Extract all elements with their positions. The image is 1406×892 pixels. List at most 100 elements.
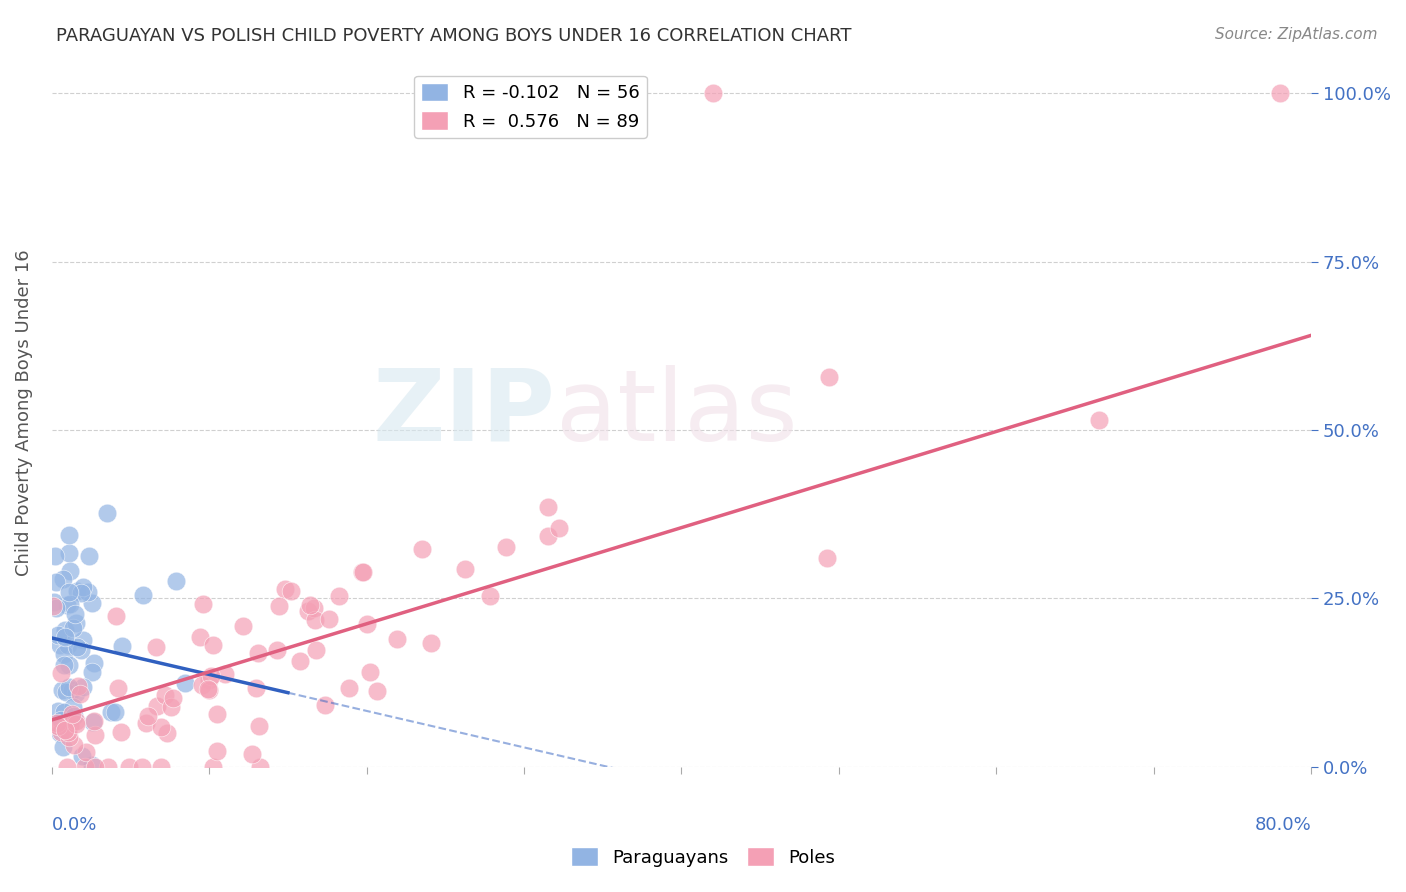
Point xyxy=(328,589,350,603)
Text: 80.0%: 80.0% xyxy=(1254,816,1312,834)
Point xyxy=(66,584,89,599)
Point xyxy=(174,676,197,690)
Point xyxy=(288,654,311,668)
Point xyxy=(160,700,183,714)
Point xyxy=(131,588,153,602)
Point xyxy=(298,598,321,612)
Point xyxy=(69,643,91,657)
Text: atlas: atlas xyxy=(555,365,797,461)
Point xyxy=(82,665,104,680)
Point xyxy=(537,500,560,514)
Point xyxy=(58,730,80,744)
Point xyxy=(65,616,87,631)
Point xyxy=(46,628,69,642)
Point xyxy=(156,726,179,740)
Point xyxy=(269,599,291,614)
Legend: R = -0.102   N = 56, R =  0.576   N = 89: R = -0.102 N = 56, R = 0.576 N = 89 xyxy=(413,76,647,138)
Point xyxy=(83,714,105,729)
Point xyxy=(52,705,75,719)
Point xyxy=(44,549,66,564)
Point xyxy=(63,738,86,752)
Point xyxy=(52,572,75,586)
Point xyxy=(200,668,222,682)
Point xyxy=(69,686,91,700)
Point xyxy=(135,716,157,731)
Point xyxy=(65,686,87,700)
Point xyxy=(240,747,263,761)
Point xyxy=(165,574,187,588)
Point xyxy=(146,698,169,713)
Point xyxy=(305,643,328,657)
Point xyxy=(314,698,336,712)
Point xyxy=(104,705,127,719)
Point xyxy=(60,706,83,721)
Point xyxy=(49,638,72,652)
Point xyxy=(58,546,80,560)
Point xyxy=(53,623,76,637)
Point xyxy=(56,598,79,612)
Point xyxy=(197,681,219,696)
Point xyxy=(247,719,270,733)
Point xyxy=(58,528,80,542)
Point xyxy=(193,597,215,611)
Point xyxy=(149,720,172,734)
Point xyxy=(131,759,153,773)
Point xyxy=(56,638,79,652)
Point xyxy=(100,705,122,719)
Point xyxy=(45,600,67,615)
Point xyxy=(188,630,211,644)
Point xyxy=(58,585,80,599)
Point xyxy=(58,657,80,672)
Point xyxy=(297,604,319,618)
Point xyxy=(232,619,254,633)
Point xyxy=(70,748,93,763)
Point xyxy=(702,87,724,101)
Point xyxy=(65,640,87,654)
Point xyxy=(49,726,72,740)
Point xyxy=(62,699,84,714)
Point xyxy=(366,684,388,698)
Point xyxy=(201,759,224,773)
Point xyxy=(75,745,97,759)
Point xyxy=(45,575,67,590)
Point xyxy=(104,609,127,624)
Point xyxy=(274,582,297,596)
Point xyxy=(51,666,73,681)
Point xyxy=(420,635,443,649)
Point xyxy=(385,632,408,646)
Point xyxy=(197,673,219,687)
Point xyxy=(337,681,360,696)
Point xyxy=(198,682,221,697)
Point xyxy=(56,724,79,739)
Point xyxy=(495,540,517,554)
Point xyxy=(479,589,502,603)
Y-axis label: Child Poverty Among Boys Under 16: Child Poverty Among Boys Under 16 xyxy=(15,250,32,576)
Point xyxy=(454,562,477,576)
Point xyxy=(352,565,374,579)
Point xyxy=(247,647,270,661)
Point xyxy=(318,612,340,626)
Point xyxy=(77,585,100,599)
Point xyxy=(815,551,838,566)
Point xyxy=(66,679,89,693)
Point xyxy=(162,691,184,706)
Point xyxy=(56,759,79,773)
Point xyxy=(55,685,77,699)
Point xyxy=(53,723,76,737)
Point xyxy=(82,758,104,772)
Point xyxy=(304,613,326,627)
Point xyxy=(1268,87,1291,101)
Text: 0.0%: 0.0% xyxy=(52,816,97,834)
Point xyxy=(52,740,75,755)
Point xyxy=(107,681,129,696)
Point xyxy=(60,682,83,697)
Point xyxy=(46,716,69,731)
Text: Source: ZipAtlas.com: Source: ZipAtlas.com xyxy=(1215,27,1378,42)
Point xyxy=(46,719,69,733)
Point xyxy=(153,688,176,702)
Text: PARAGUAYAN VS POLISH CHILD POVERTY AMONG BOYS UNDER 16 CORRELATION CHART: PARAGUAYAN VS POLISH CHILD POVERTY AMONG… xyxy=(56,27,852,45)
Point xyxy=(1088,413,1111,427)
Point xyxy=(65,717,87,731)
Point xyxy=(82,715,104,730)
Point xyxy=(356,617,378,632)
